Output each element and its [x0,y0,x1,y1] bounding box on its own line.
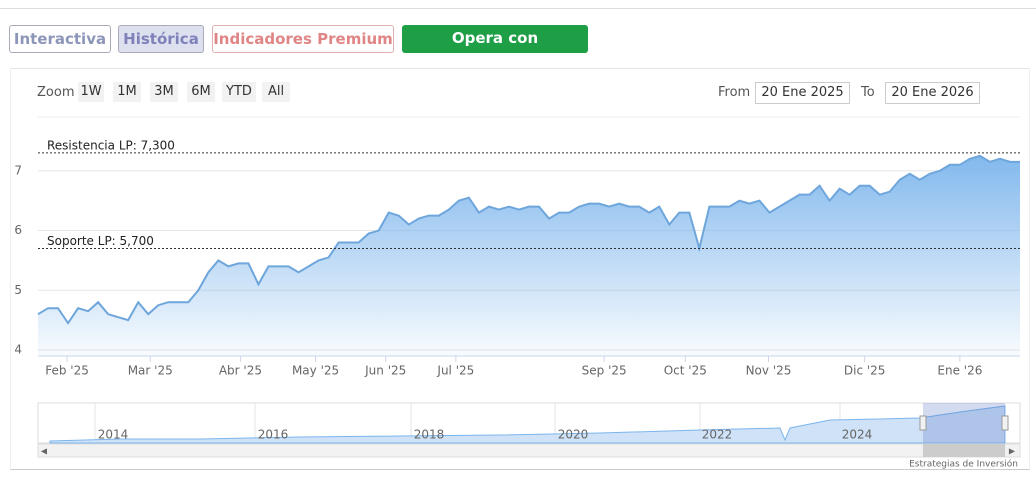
zoom-button[interactable]: 3M [150,82,178,102]
navigator-handle[interactable] [919,415,927,431]
navigator: 2014 2016 2018 2020 2022 2024 ◀ ▶ Estrat… [37,402,1021,470]
tab-button[interactable]: Indicadores Premium [212,25,394,53]
chart-frame [10,68,1030,470]
x-tick-label: Dic '25 [844,364,886,378]
navigator-mask[interactable] [923,403,1005,443]
scrollbar-thumb[interactable] [923,444,1005,457]
annotation-label: Soporte LP: 5,700 [47,234,154,248]
x-tick-label: Ene '26 [937,364,982,378]
scroll-arrow[interactable]: ▶ [1009,447,1016,456]
zoom-button[interactable]: 1W [78,82,104,102]
zoom-button[interactable]: All [262,82,290,102]
tab-button[interactable]: Histórica [118,25,204,53]
nav-label: 2024 [842,428,873,442]
zoom-label: Zoom [37,85,75,100]
nav-label: 2018 [414,428,445,442]
x-tick-label: Jul '25 [436,364,474,378]
to-label: To [861,85,875,100]
scroll-arrow[interactable]: ◀ [41,447,48,456]
zoom-button[interactable]: YTD [222,82,256,102]
tab-button[interactable]: Interactiva [9,25,111,53]
x-tick-label: Mar '25 [128,364,173,378]
y-tick-label: 7 [14,163,22,177]
area-fill [38,155,1020,356]
y-tick-label: 5 [14,283,22,297]
zoom-button[interactable]: 1M [113,82,141,102]
nav-label: 2020 [558,428,589,442]
x-tick-label: Jun '25 [364,364,406,378]
zoom-button[interactable]: 6M [187,82,215,102]
top-rule [0,8,1036,9]
to-input[interactable]: 20 Ene 2026 [885,82,980,104]
from-label: From [718,85,751,100]
x-tick-label: Abr '25 [219,364,262,378]
nav-label: 2022 [702,428,733,442]
x-tick-label: Feb '25 [45,364,89,378]
annotation-label: Resistencia LP: 7,300 [47,138,175,152]
scrollbar[interactable] [37,443,1021,458]
from-input[interactable]: 20 Ene 2025 [755,82,850,104]
x-tick-label: May '25 [292,364,339,378]
nav-label: 2014 [98,428,129,442]
credit[interactable]: Estrategias de Inversión [909,459,1018,470]
navigator-handle[interactable] [1001,415,1009,431]
navigator-series [49,405,1006,444]
area-line [37,154,1020,325]
x-tick-label: Oct '25 [664,364,707,378]
x-tick-label: Nov '25 [746,364,792,378]
x-tick-label: Sep '25 [582,364,627,378]
y-tick-label: 6 [14,223,22,237]
y-tick-label: 4 [14,343,22,357]
nav-label: 2016 [258,428,289,442]
